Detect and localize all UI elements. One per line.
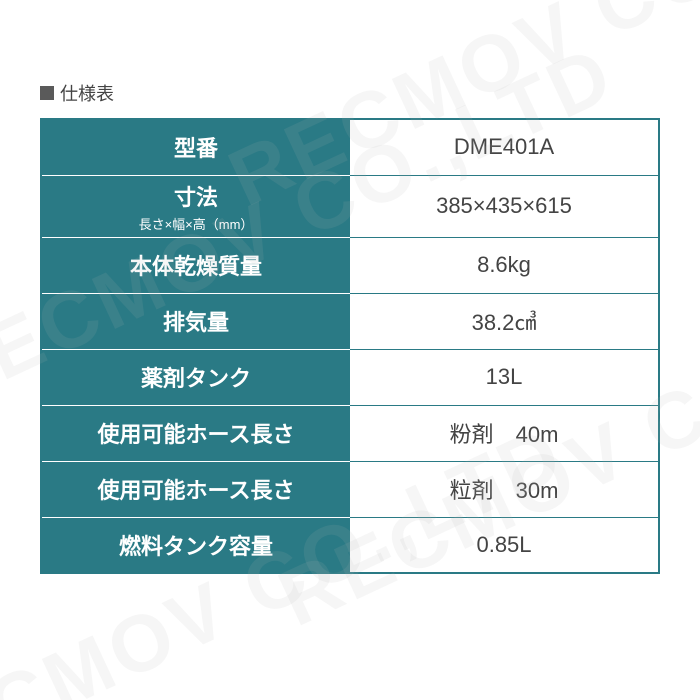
spec-value: DME401A [350, 119, 659, 175]
spec-label: 薬剤タンク [41, 349, 350, 405]
spec-label: 使用可能ホース長さ [41, 405, 350, 461]
table-title: 仕様表 [60, 80, 114, 106]
spec-label: 型番 [41, 119, 350, 175]
table-row: 使用可能ホース長さ 粒剤 30m [41, 461, 659, 517]
table-row: 薬剤タンク 13L [41, 349, 659, 405]
spec-value: 8.6kg [350, 237, 659, 293]
table-row: 寸法 長さ×幅×高（mm） 385×435×615 [41, 175, 659, 237]
table-row: 燃料タンク容量 0.85L [41, 517, 659, 573]
spec-table: 型番 DME401A 寸法 長さ×幅×高（mm） 385×435×615 本体乾… [40, 118, 660, 574]
spec-value: 13L [350, 349, 659, 405]
table-row: 本体乾燥質量 8.6kg [41, 237, 659, 293]
table-row: 使用可能ホース長さ 粉剤 40m [41, 405, 659, 461]
spec-label: 寸法 長さ×幅×高（mm） [41, 175, 350, 237]
title-square-marker [40, 86, 54, 100]
spec-label: 使用可能ホース長さ [41, 461, 350, 517]
spec-label: 本体乾燥質量 [41, 237, 350, 293]
spec-label-main: 寸法 [46, 180, 346, 212]
spec-label: 燃料タンク容量 [41, 517, 350, 573]
spec-value: 粒剤 30m [350, 461, 659, 517]
spec-label: 排気量 [41, 293, 350, 349]
spec-value: 38.2㎤ [350, 293, 659, 349]
spec-label-sub: 長さ×幅×高（mm） [46, 214, 346, 233]
spec-value: 385×435×615 [350, 175, 659, 237]
spec-value: 0.85L [350, 517, 659, 573]
table-row: 排気量 38.2㎤ [41, 293, 659, 349]
spec-value: 粉剤 40m [350, 405, 659, 461]
table-title-row: 仕様表 [40, 80, 660, 106]
table-row: 型番 DME401A [41, 119, 659, 175]
